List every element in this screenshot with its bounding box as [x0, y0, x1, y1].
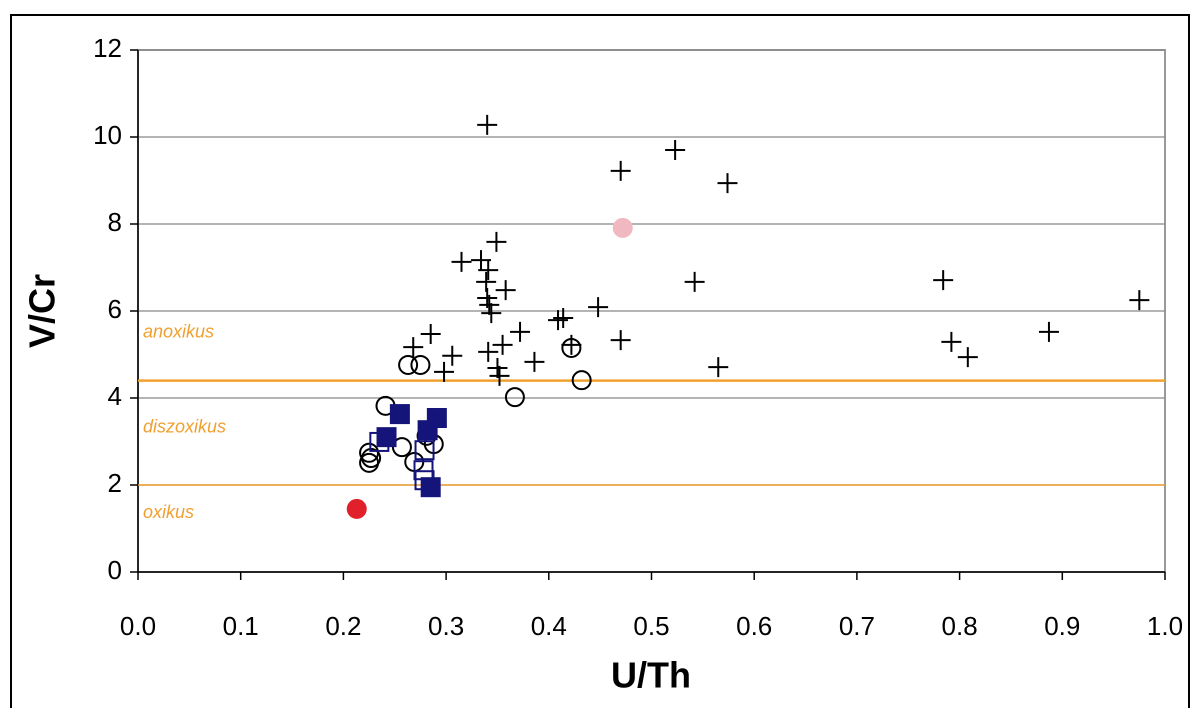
y-tick-label: 6	[108, 294, 122, 324]
y-axis-title: V/Cr	[22, 274, 63, 348]
square-marker	[420, 477, 441, 498]
plus-marker	[451, 251, 472, 272]
plus-marker	[548, 310, 569, 331]
x-tick-label: 0.9	[1044, 611, 1080, 641]
plus-marker	[717, 173, 738, 194]
square-marker	[389, 404, 410, 425]
plus-marker	[610, 330, 631, 351]
y-tick-label: 10	[93, 120, 122, 150]
plus-marker	[420, 324, 441, 345]
plus-marker	[553, 307, 574, 328]
plus-marker	[524, 351, 545, 372]
plus-marker	[486, 231, 507, 252]
x-tick-label: 0.1	[223, 611, 259, 641]
plus-marker	[588, 297, 609, 318]
x-tick-label: 0.0	[120, 611, 156, 641]
x-tick-label: 0.8	[942, 611, 978, 641]
zone-label: diszoxikus	[143, 416, 226, 436]
x-tick-label: 0.2	[325, 611, 361, 641]
x-tick-label: 0.6	[736, 611, 772, 641]
y-tick-label: 4	[108, 381, 122, 411]
plus-marker	[610, 160, 631, 181]
plus-marker	[434, 361, 455, 382]
x-tick-label: 0.5	[633, 611, 669, 641]
x-axis-title: U/Th	[611, 655, 691, 696]
square-marker	[417, 420, 438, 441]
plus-marker	[478, 341, 499, 362]
open-square-marker	[414, 470, 435, 491]
x-tick-label: 0.4	[531, 611, 567, 641]
plus-marker	[492, 334, 513, 355]
open-circle-marker	[391, 437, 412, 458]
open-circle-marker	[410, 354, 431, 375]
plus-marker	[479, 294, 500, 315]
x-tick-label: 0.7	[839, 611, 875, 641]
plus-marker	[487, 357, 508, 378]
plus-marker	[1038, 321, 1059, 342]
circle-marker	[612, 217, 633, 238]
plus-marker	[510, 321, 531, 342]
open-circle-marker	[504, 387, 525, 408]
plus-marker	[489, 365, 510, 386]
y-tick-label: 12	[93, 33, 122, 63]
plus-marker	[481, 303, 502, 324]
plus-marker	[941, 331, 962, 352]
plus-marker	[477, 114, 498, 135]
plus-marker	[708, 357, 729, 378]
zone-label: anoxikus	[143, 321, 214, 341]
open-circle-marker	[571, 370, 592, 391]
x-tick-label: 1.0	[1147, 611, 1183, 641]
plus-marker	[495, 280, 516, 301]
chart-frame	[10, 14, 1190, 708]
open-circle-marker	[561, 337, 582, 358]
plus-marker	[471, 250, 492, 271]
y-tick-label: 2	[108, 468, 122, 498]
plus-marker	[684, 271, 705, 292]
open-circle-marker	[398, 354, 419, 375]
x-tick-label: 0.3	[428, 611, 464, 641]
plus-marker	[403, 337, 424, 358]
square-marker	[376, 427, 397, 448]
plus-marker	[476, 271, 497, 292]
plus-marker	[442, 345, 463, 366]
y-tick-label: 8	[108, 207, 122, 237]
plus-marker	[957, 347, 978, 368]
zone-label: oxikus	[143, 502, 194, 522]
plus-marker	[478, 260, 499, 281]
open-square-marker	[414, 440, 435, 461]
y-tick-label: 0	[108, 555, 122, 585]
plus-marker	[933, 270, 954, 291]
plus-marker	[665, 140, 686, 161]
open-square-marker	[369, 431, 390, 452]
circle-marker	[346, 498, 367, 519]
open-square-marker	[413, 460, 434, 481]
plus-marker	[1129, 290, 1150, 311]
